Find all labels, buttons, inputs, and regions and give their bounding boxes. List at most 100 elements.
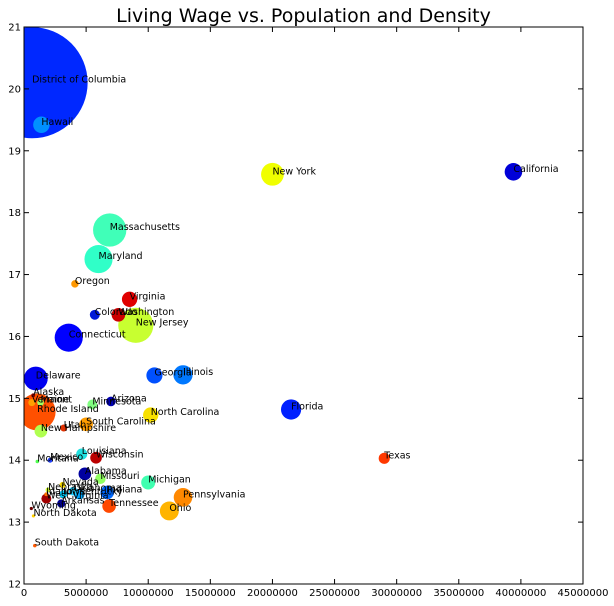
point-nebraska [45, 487, 51, 493]
point-label: Oregon [75, 276, 110, 287]
point-south-dakota [33, 543, 37, 548]
point-new-york [261, 162, 284, 186]
y-tick-label: 15 [8, 394, 21, 405]
point-label: North Carolina [151, 407, 220, 418]
point-arizona [106, 396, 116, 407]
point-new-jersey [118, 307, 154, 343]
x-tick-label: 0 [21, 588, 27, 599]
point-new-hampshire [34, 424, 48, 438]
point-label: Washington [118, 307, 174, 318]
y-tick-label: 17 [8, 270, 21, 281]
point-utah [60, 424, 68, 432]
point-nevada [59, 481, 66, 489]
point-label: California [513, 164, 558, 175]
point-label: Ohio [169, 503, 191, 514]
point-district-of-columbia [24, 27, 88, 139]
point-ohio [159, 501, 179, 521]
point-wyoming [29, 506, 33, 511]
point-label: Michigan [148, 475, 191, 486]
point-label: Nevada [63, 477, 99, 488]
point-label: Wisconsin [96, 450, 143, 461]
point-north-dakota [31, 514, 36, 518]
point-west-virginia [41, 493, 52, 504]
x-tick-label: 35000000 [433, 588, 484, 599]
point-michigan [141, 475, 156, 490]
point-label: Louisiana [82, 446, 127, 457]
point-label: Arkansas [61, 496, 104, 507]
point-label: Maine [41, 395, 70, 406]
point-oklahoma [68, 486, 78, 496]
x-tick-label: 15000000 [185, 588, 236, 599]
ticks-layer: 0 5000000 10000000 15000000 20000000 25000000… [8, 23, 608, 600]
point-florida [280, 399, 302, 420]
y-tick-label: 21 [8, 23, 21, 34]
point-arkansas [57, 499, 66, 508]
y-tick-label: 19 [8, 146, 21, 157]
point-label: Massachusetts [110, 222, 180, 233]
point-iowa [59, 490, 68, 499]
point-label: Colorado [95, 307, 138, 318]
point-louisiana [76, 448, 88, 460]
point-label: West Virginia [46, 491, 108, 502]
point-label: Georgia [154, 367, 191, 378]
point-pennsylvania [173, 488, 193, 507]
y-tick-label: 18 [8, 208, 21, 219]
x-tick-label: 45000000 [558, 588, 609, 599]
point-label: Delaware [36, 371, 81, 382]
point-texas [378, 452, 390, 464]
point-label: Alaska [33, 387, 64, 398]
point-label: Connecticut [69, 330, 126, 341]
point-label: Pennsylvania [183, 489, 245, 500]
point-label: Alabama [85, 466, 127, 477]
point-idaho [44, 492, 49, 497]
x-tick-label: 30000000 [371, 588, 422, 599]
chart-title: Living Wage vs. Population and Density [116, 5, 491, 27]
point-illinois [173, 365, 193, 385]
point-label: Missouri [100, 471, 139, 482]
point-label: Tennessee [108, 498, 159, 509]
y-tick-label: 14 [8, 456, 21, 467]
point-oregon [71, 280, 79, 288]
point-label: Virginia [130, 291, 166, 302]
point-label: Texas [383, 450, 410, 461]
point-connecticut [54, 323, 83, 352]
labels-layer: District of Columbia Hawaii New York Califo… [31, 75, 558, 549]
point-south-carolina [79, 417, 93, 432]
point-label: North Dakota [33, 508, 96, 519]
y-tick-label: 12 [8, 580, 21, 591]
y-tick-label: 16 [8, 332, 21, 343]
point-label: Maryland [99, 251, 143, 262]
point-minnesota [87, 399, 98, 410]
point-label: Hawaii [41, 117, 73, 128]
point-label: District of Columbia [32, 75, 126, 86]
point-label: Nebraska [48, 482, 93, 493]
point-hawaii [33, 116, 50, 134]
point-label: Rhode Island [37, 404, 99, 415]
point-label: Vermont [32, 395, 72, 406]
point-label: Minnesota [92, 397, 141, 408]
point-label: Mexico [50, 452, 83, 463]
x-tick-label: 20000000 [247, 588, 298, 599]
y-tick-label: 13 [8, 518, 21, 529]
x-tick-label: 40000000 [495, 588, 546, 599]
point-mexico [47, 457, 53, 463]
point-label: Wyoming [31, 500, 76, 511]
point-alabama [78, 467, 92, 481]
point-tennessee [102, 499, 116, 513]
point-label: Oklahoma [73, 483, 121, 494]
point-montana [35, 459, 40, 464]
point-vermont [28, 399, 36, 407]
point-california [504, 163, 523, 181]
point-alaska [31, 393, 36, 398]
point-label: New Jersey [136, 317, 189, 328]
point-indiana [100, 485, 115, 500]
point-label: Illinois [183, 367, 213, 378]
point-label: South Dakota [35, 538, 99, 549]
point-label: New Hampshire [41, 423, 116, 434]
point-virginia [121, 291, 138, 307]
point-maine [37, 399, 44, 406]
point-colorado [89, 309, 100, 320]
point-north-carolina [143, 407, 159, 423]
point-massachusetts [93, 213, 127, 247]
